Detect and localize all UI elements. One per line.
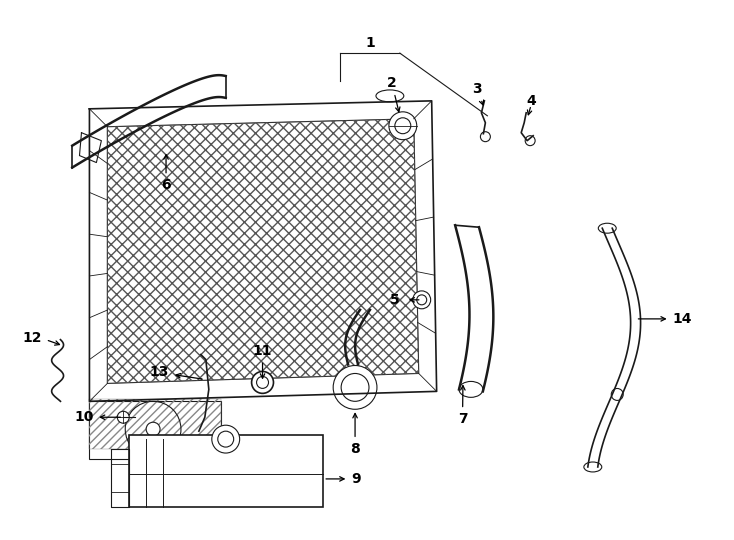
Text: 9: 9 [326, 472, 360, 486]
Circle shape [333, 366, 377, 409]
Circle shape [389, 112, 417, 140]
Circle shape [117, 411, 129, 423]
FancyBboxPatch shape [129, 435, 323, 507]
Text: 12: 12 [22, 330, 42, 345]
Text: 8: 8 [350, 414, 360, 456]
Text: 5: 5 [390, 293, 400, 307]
Text: 4: 4 [526, 94, 536, 108]
Text: 11: 11 [252, 343, 272, 378]
Text: 2: 2 [387, 76, 400, 112]
Text: 6: 6 [161, 155, 171, 192]
Circle shape [252, 372, 274, 393]
Text: 1: 1 [365, 36, 375, 50]
Text: 3: 3 [473, 82, 484, 105]
Polygon shape [90, 401, 221, 459]
Ellipse shape [459, 381, 483, 397]
Text: 14: 14 [639, 312, 692, 326]
Ellipse shape [598, 223, 617, 233]
Ellipse shape [584, 462, 602, 472]
Text: 7: 7 [458, 386, 468, 426]
Circle shape [146, 422, 160, 436]
Text: 13: 13 [150, 366, 202, 380]
Polygon shape [107, 119, 418, 383]
Text: 10: 10 [74, 410, 120, 424]
Circle shape [413, 291, 431, 309]
Circle shape [212, 425, 240, 453]
Circle shape [611, 388, 623, 401]
